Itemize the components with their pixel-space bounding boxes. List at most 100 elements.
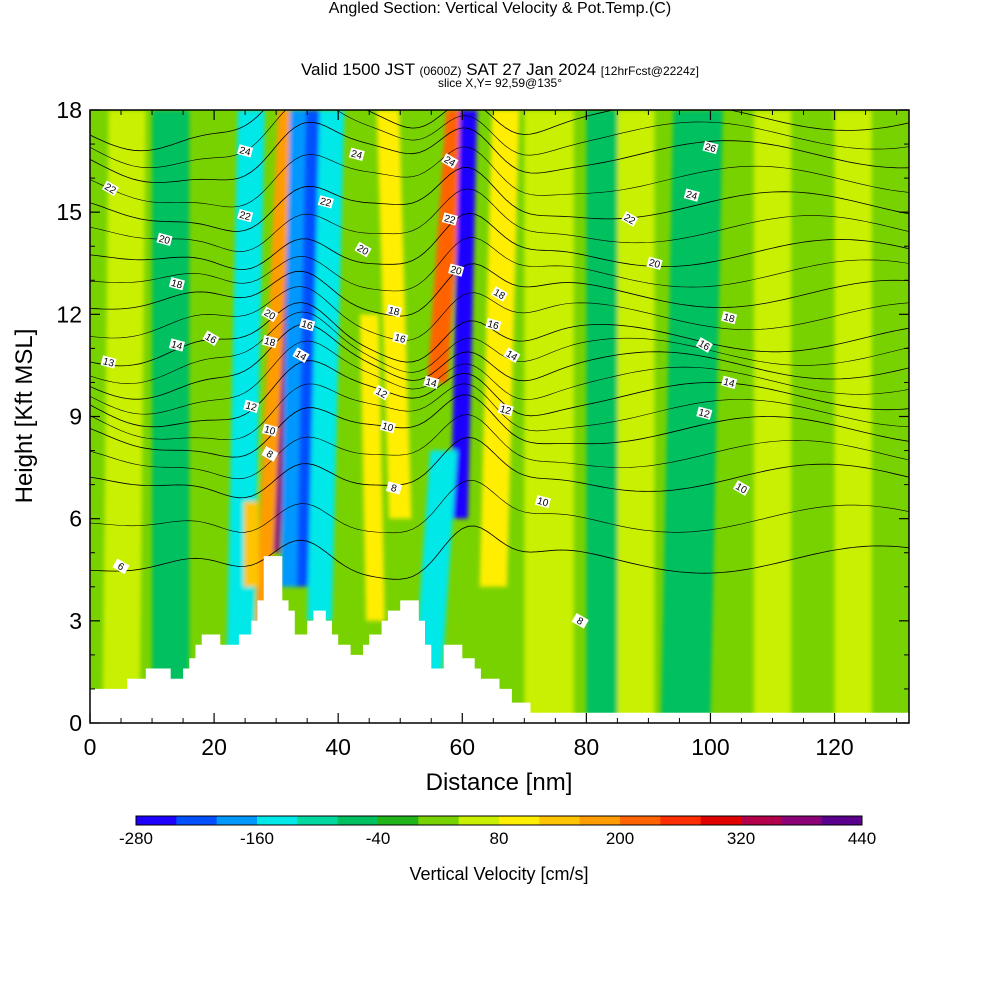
- colorbar-tick-label: -280: [119, 829, 153, 848]
- svg-text:14: 14: [170, 339, 184, 353]
- svg-text:18: 18: [170, 278, 184, 292]
- contour-label: 13: [100, 355, 117, 370]
- contour-label: 10: [732, 480, 751, 497]
- velocity-band-14: [660, 110, 723, 723]
- svg-text:8: 8: [390, 483, 399, 495]
- svg-text:18: 18: [491, 287, 507, 302]
- isentrope-18: [90, 263, 909, 317]
- colorbar-swatch: [337, 816, 379, 825]
- x-axis-label: Distance [nm]: [426, 769, 573, 796]
- colorbar-swatch: [216, 816, 258, 825]
- contour-label: 16: [485, 317, 502, 332]
- velocity-field: [90, 110, 909, 723]
- isentrope-16: [90, 302, 909, 367]
- svg-text:16: 16: [393, 332, 407, 346]
- contour-label: 14: [423, 375, 440, 390]
- svg-text:6: 6: [115, 561, 126, 574]
- isentrope-minor-6: [90, 237, 909, 292]
- contour-label: 8: [385, 481, 403, 495]
- svg-text:22: 22: [622, 212, 638, 227]
- svg-text:20: 20: [262, 308, 278, 323]
- contour-label: 20: [646, 256, 663, 271]
- contour-label: 20: [448, 263, 465, 278]
- isentrope-minor-9: [90, 110, 909, 168]
- colorbar: -280 -160 -40 80 200 320 440: [119, 815, 876, 848]
- colorbar-swatch: [378, 816, 419, 825]
- colorbar-tick-label: -160: [240, 829, 274, 848]
- contour-label: 22: [101, 180, 120, 197]
- contour-label: 16: [202, 330, 220, 347]
- contour-label: 24: [348, 147, 365, 162]
- colorbar-swatch: [458, 816, 500, 825]
- axes: 0 20 40 60 80 100 120 0 3 6 9 12 15 18: [56, 97, 909, 760]
- contour-label: 20: [156, 232, 173, 248]
- y-tick-label: 9: [69, 404, 82, 430]
- y-tick-label: 3: [69, 608, 82, 634]
- colorbar-swatch: [539, 816, 581, 825]
- potential-temperature-contours: [90, 110, 909, 580]
- contour-label: 18: [168, 277, 185, 292]
- isentrope-minor-3: [90, 340, 909, 415]
- contour-label: 24: [441, 153, 459, 170]
- colorbar-swatch: [136, 816, 177, 825]
- x-tick-label: 40: [325, 734, 351, 760]
- contour-label: 20: [261, 306, 279, 323]
- contour-label: 12: [696, 406, 713, 421]
- velocity-band-3: [280, 110, 306, 587]
- isentrope-20: [90, 212, 909, 270]
- velocity-band-6: [427, 110, 466, 383]
- svg-text:14: 14: [722, 377, 736, 391]
- contour-label: 26: [702, 140, 719, 155]
- contour-label: 16: [392, 331, 409, 346]
- svg-text:10: 10: [733, 481, 749, 496]
- isentrope-minor-0: [90, 479, 909, 534]
- svg-text:24: 24: [238, 145, 252, 159]
- velocity-band-16: [834, 110, 872, 723]
- svg-text:22: 22: [319, 196, 333, 210]
- svg-text:12: 12: [697, 407, 711, 421]
- contour-label: 18: [721, 311, 738, 326]
- velocity-band-7: [450, 110, 478, 519]
- velocity-band-19: [524, 110, 574, 723]
- y-tick-label: 15: [56, 199, 82, 225]
- x-tick-label: 0: [84, 734, 97, 760]
- colorbar-swatch: [660, 816, 702, 825]
- colorbar-tick-label: 320: [727, 829, 755, 848]
- colorbar-swatch: [620, 816, 661, 825]
- x-tick-label: 20: [201, 734, 227, 760]
- colorbar-label: Vertical Velocity [cm/s]: [409, 864, 588, 884]
- velocity-band-18: [152, 110, 190, 723]
- valid-date: SAT 27 Jan 2024: [466, 60, 597, 79]
- contour-label: 14: [168, 338, 185, 353]
- contour-label: 12: [243, 399, 260, 414]
- svg-text:22: 22: [102, 182, 118, 197]
- contour-label: 22: [621, 211, 639, 228]
- main-title: Angled Section: Vertical Velocity & Pot.…: [328, 0, 649, 17]
- contour-label: 24: [683, 188, 700, 203]
- main-title-unit: (C): [648, 0, 672, 17]
- svg-text:20: 20: [157, 234, 171, 248]
- contour-labels: 22 20 18 16 14 13 6 24 22 20 18 16 14 12 10 8 24 22 20 18 16…: [100, 140, 751, 629]
- isentrope-14: [90, 323, 909, 400]
- contour-label: 18: [385, 304, 403, 319]
- contour-label: 8: [571, 612, 589, 629]
- y-tick-label: 12: [56, 301, 82, 327]
- valid-zulu: (0600Z): [419, 64, 462, 78]
- svg-text:8: 8: [575, 616, 586, 629]
- velocity-band-2: [291, 110, 323, 587]
- terrain-profile: [90, 556, 909, 723]
- colorbar-swatch: [781, 816, 823, 825]
- contour-label: 18: [261, 334, 278, 350]
- isentrope-minor-4: [90, 311, 909, 384]
- isentrope-minor-8: [90, 146, 909, 208]
- svg-text:18: 18: [722, 312, 736, 326]
- contour-label: 20: [354, 241, 372, 258]
- svg-text:8: 8: [264, 449, 275, 462]
- svg-text:16: 16: [203, 332, 219, 347]
- svg-text:18: 18: [263, 336, 277, 350]
- contour-label: 22: [441, 212, 458, 227]
- isentrope-12: [90, 360, 909, 428]
- colorbar-swatch: [741, 816, 782, 825]
- colorbar-swatch: [176, 816, 218, 825]
- svg-text:24: 24: [442, 154, 458, 169]
